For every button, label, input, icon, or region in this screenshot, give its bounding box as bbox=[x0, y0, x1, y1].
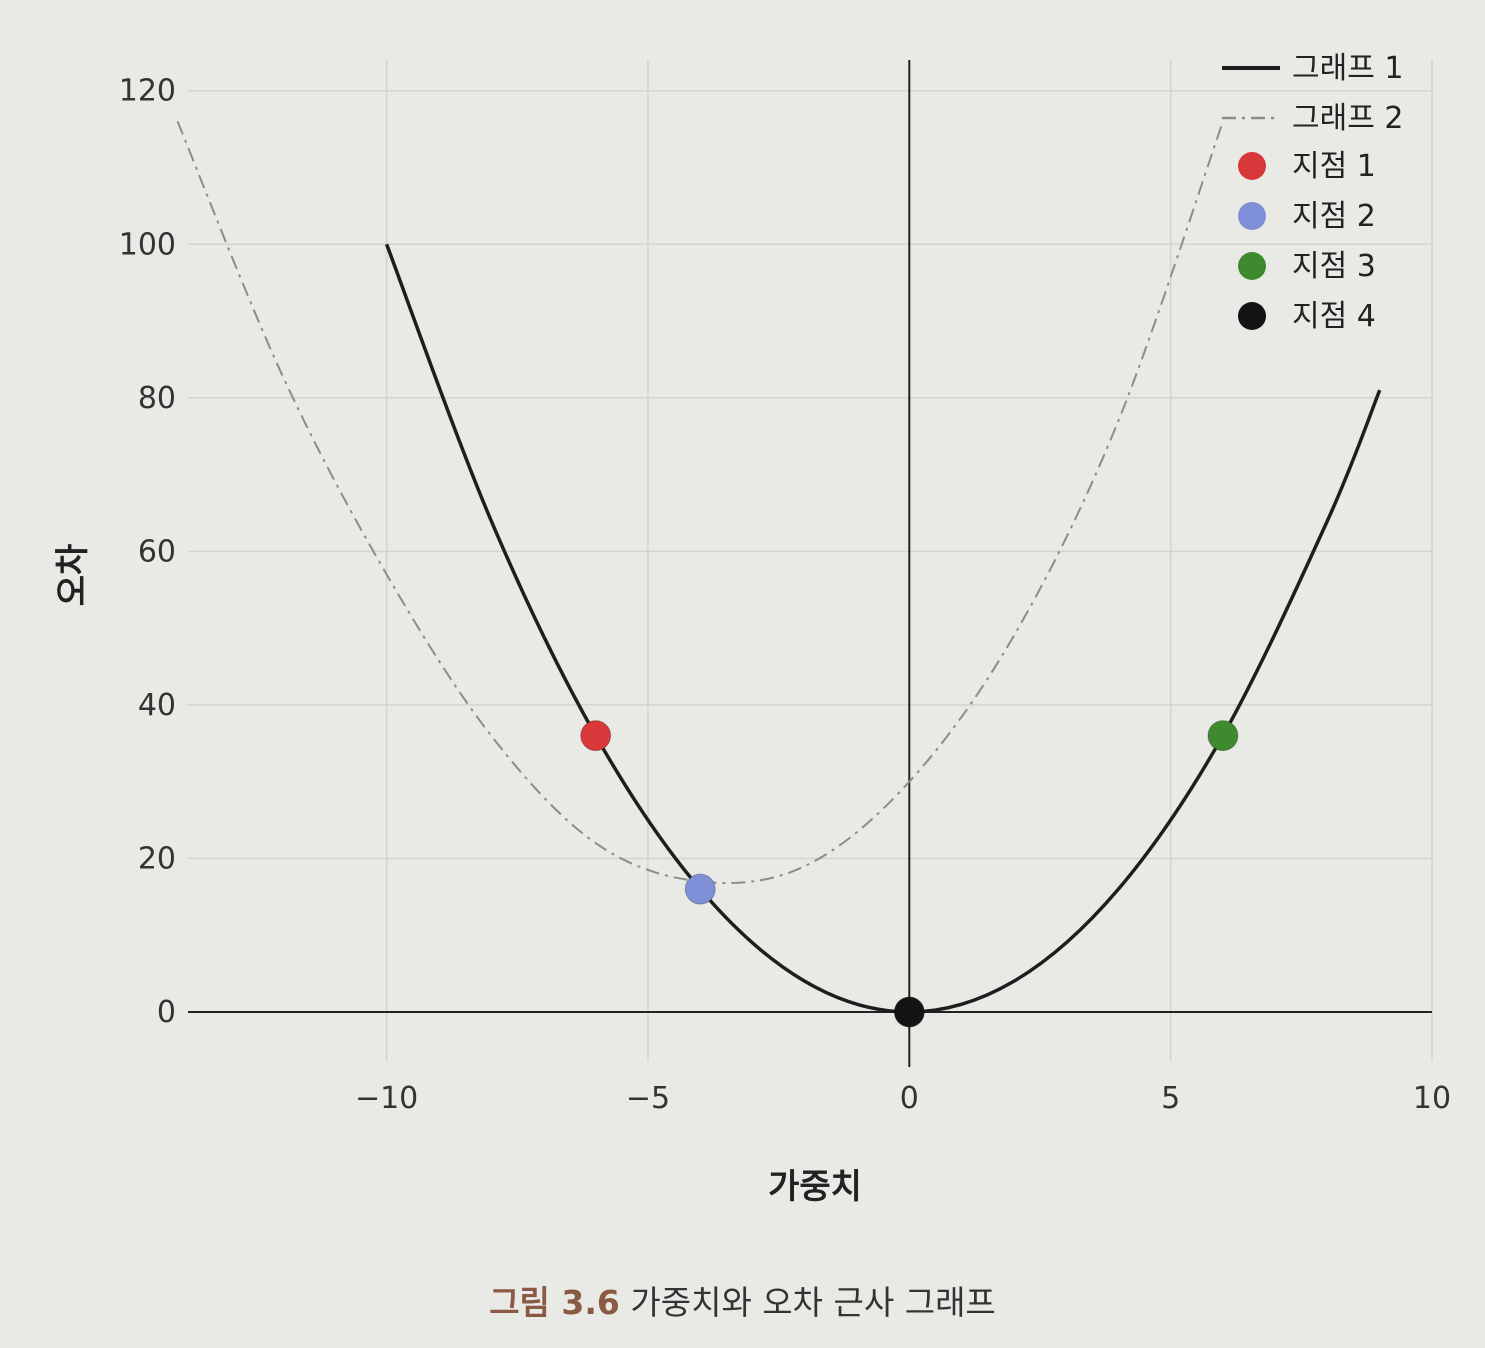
y-tick-label: 40 bbox=[138, 688, 176, 723]
y-tick-label: 120 bbox=[119, 74, 176, 109]
x-tick-label: 5 bbox=[1161, 1081, 1180, 1116]
legend-label: 지점 3 bbox=[1292, 249, 1376, 284]
grid-lines bbox=[188, 60, 1433, 1062]
x-tick-label: −10 bbox=[355, 1081, 418, 1116]
caption-text: 가중치와 오차 근사 그래프 bbox=[630, 1283, 996, 1322]
data-point-marker bbox=[1207, 720, 1239, 752]
data-point-marker bbox=[893, 996, 925, 1028]
x-tick-label: 10 bbox=[1413, 1081, 1451, 1116]
series-lines bbox=[176, 121, 1382, 1014]
x-tick-label: −5 bbox=[626, 1081, 670, 1116]
x-tick-label: 0 bbox=[900, 1081, 919, 1116]
x-axis-title: 가중치 bbox=[768, 1167, 862, 1207]
y-tick-label: 80 bbox=[138, 381, 176, 416]
y-axis-title: 오차 bbox=[53, 544, 93, 607]
series-line bbox=[176, 121, 1224, 885]
legend-marker-swatch bbox=[1238, 152, 1266, 180]
y-tick-labels: 0 20 40 60 80 100 120 bbox=[119, 74, 176, 1030]
legend-marker-swatch bbox=[1238, 252, 1266, 280]
axis-lines bbox=[188, 60, 1432, 1067]
data-point-marker bbox=[580, 720, 612, 752]
figure-caption: 그림 3.6 가중치와 오차 근사 그래프 bbox=[0, 1276, 1485, 1324]
legend-marker-swatch bbox=[1238, 302, 1266, 330]
legend-label: 지점 4 bbox=[1292, 299, 1376, 334]
data-markers bbox=[580, 720, 1239, 1028]
figure-number: 그림 3.6 bbox=[489, 1283, 620, 1322]
x-tick-labels: −10 −5 0 5 10 bbox=[355, 1081, 1451, 1116]
series-line bbox=[384, 243, 1382, 1014]
y-tick-label: 0 bbox=[157, 995, 176, 1030]
legend-marker-swatch bbox=[1238, 202, 1266, 230]
y-tick-label: 60 bbox=[138, 534, 176, 569]
data-point-marker bbox=[684, 873, 716, 905]
legend-label: 그래프 2 bbox=[1292, 101, 1403, 136]
y-tick-label: 20 bbox=[138, 841, 176, 876]
legend: 그래프 1 그래프 2 지점 1 지점 2 지점 3 지점 4 bbox=[1222, 51, 1403, 334]
legend-label: 지점 2 bbox=[1292, 199, 1376, 234]
y-tick-label: 100 bbox=[119, 227, 176, 262]
legend-label: 지점 1 bbox=[1292, 149, 1376, 184]
legend-label: 그래프 1 bbox=[1292, 51, 1403, 86]
